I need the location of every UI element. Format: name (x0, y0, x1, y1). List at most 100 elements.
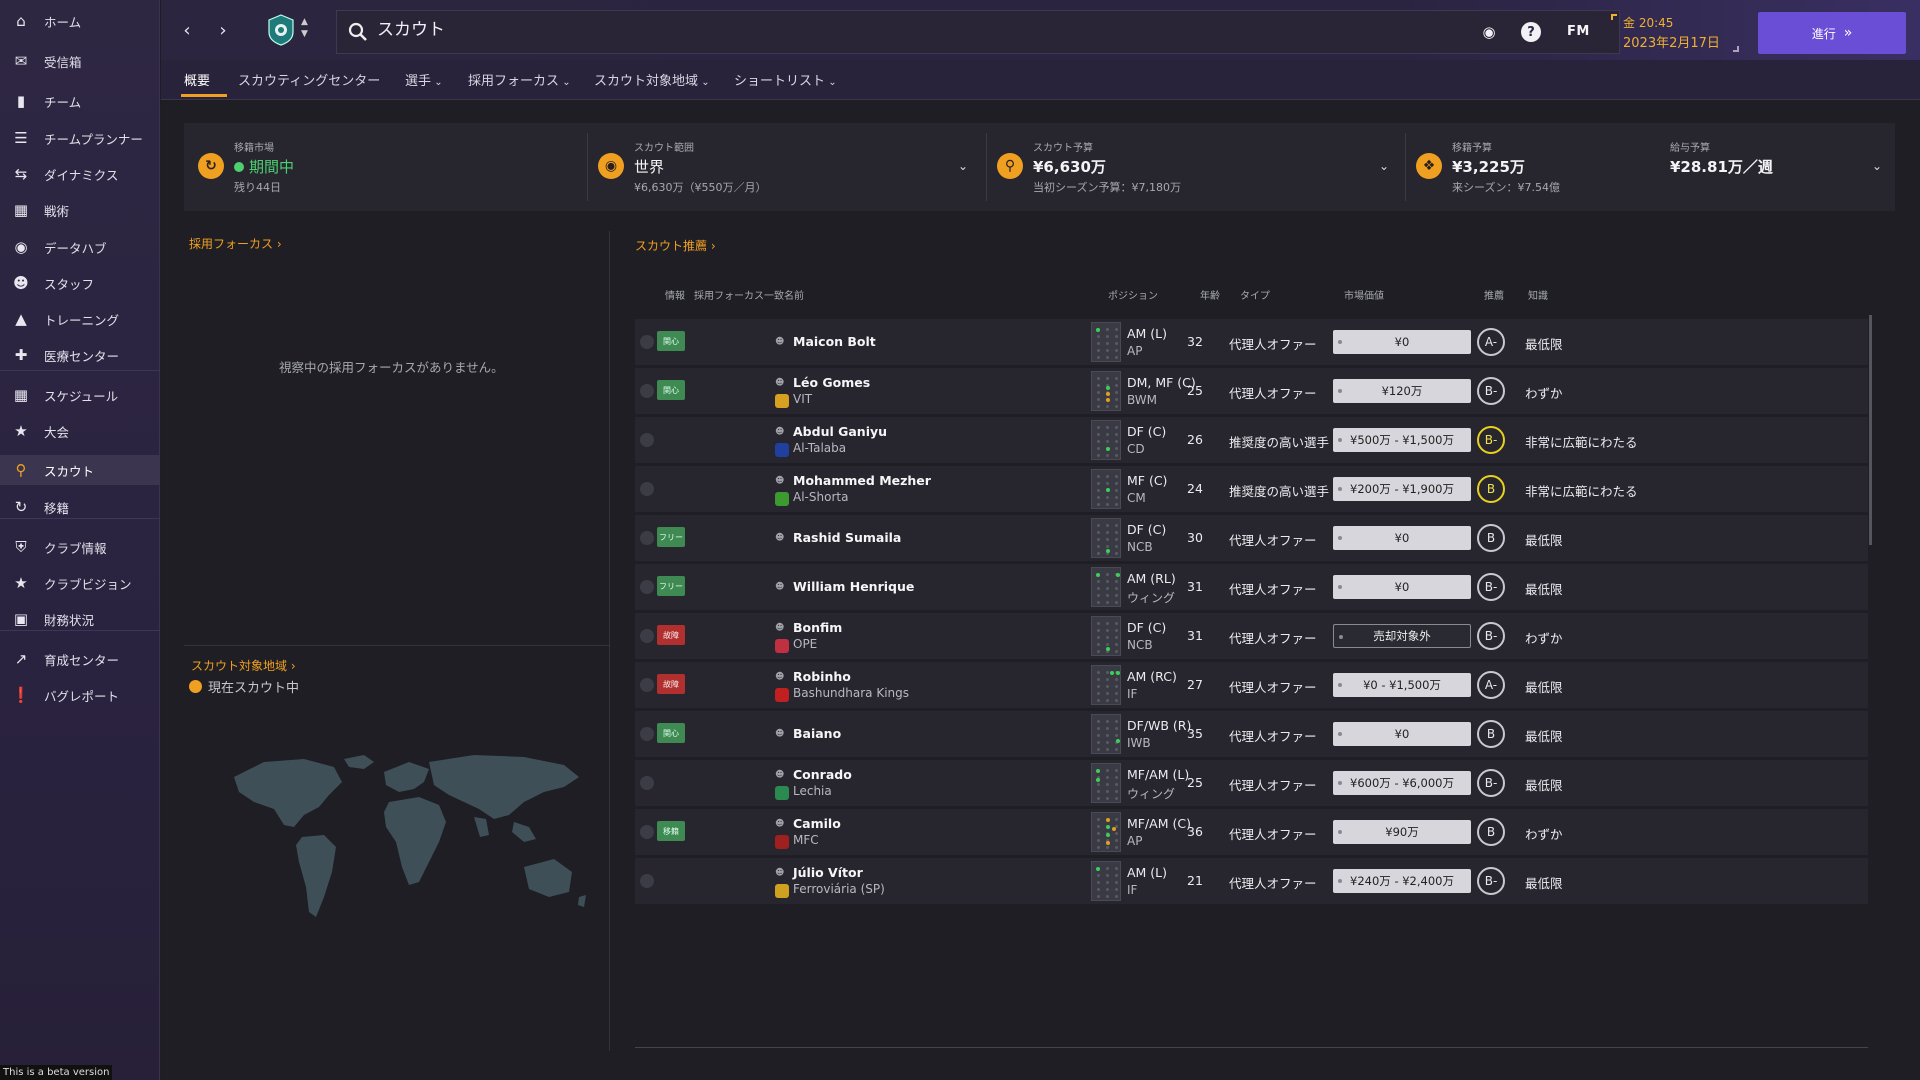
chevron-down-icon[interactable]: ⌄ (1872, 159, 1883, 173)
col-name[interactable]: 名前 (784, 291, 804, 302)
recommendation-badge[interactable]: A- (1477, 671, 1505, 699)
table-row[interactable]: ☻ Mohammed Mezher Al-Shorta MF (C) CM 24 推奨度の高… (635, 466, 1868, 512)
recommendation-badge[interactable]: B- (1477, 377, 1505, 405)
sidebar-item-medical[interactable]: ✚ 医療センター (0, 340, 160, 370)
social-button[interactable]: ◉ (1479, 22, 1499, 42)
player-name[interactable]: Mohammed Mezher (793, 473, 931, 488)
fm-menu-button[interactable]: FM (1567, 24, 1590, 39)
market-value[interactable]: ¥0 (1333, 526, 1471, 550)
recommendation-badge[interactable]: B- (1477, 867, 1505, 895)
tab-4[interactable]: スカウト対象地域 ⌄ (594, 70, 710, 89)
select-checkbox[interactable] (640, 531, 654, 545)
col-recommendation[interactable]: 推薦 (1484, 291, 1504, 302)
player-club[interactable]: Al-Shorta (793, 490, 849, 504)
help-button[interactable]: ? (1521, 22, 1541, 42)
col-value[interactable]: 市場価値 (1344, 291, 1384, 302)
player-name[interactable]: Maicon Bolt (793, 334, 876, 349)
continue-button[interactable]: 進行 » (1758, 12, 1906, 54)
recommendation-badge[interactable]: B- (1477, 573, 1505, 601)
player-name[interactable]: Bonfim (793, 620, 843, 635)
recommendation-badge[interactable]: B (1477, 720, 1505, 748)
sidebar-item-tactics[interactable]: ▦ 戦術 (0, 195, 160, 225)
market-value[interactable]: ¥200万 - ¥1,900万 (1333, 477, 1471, 501)
market-value[interactable]: ¥240万 - ¥2,400万 (1333, 869, 1471, 893)
sidebar-item-trophy[interactable]: ★ 大会 (0, 416, 160, 446)
player-name[interactable]: Abdul Ganiyu (793, 424, 888, 439)
back-button[interactable]: ‹ (175, 18, 199, 42)
player-club[interactable]: MFC (793, 833, 819, 847)
forward-button[interactable]: › (211, 18, 235, 42)
recommendation-badge[interactable]: B- (1477, 769, 1505, 797)
sidebar-item-shield[interactable]: ⛨ クラブ情報 (0, 532, 160, 562)
player-name[interactable]: Rashid Sumaila (793, 530, 902, 545)
select-checkbox[interactable] (640, 580, 654, 594)
player-name[interactable]: Conrado (793, 767, 852, 782)
table-row[interactable]: ☻ Júlio Vítor Ferroviária (SP) AM (L) IF 21 代理… (635, 858, 1868, 904)
select-checkbox[interactable] (640, 482, 654, 496)
scout-budget-cell[interactable]: ⚲ スカウト予算 ¥6,630万 当初シーズン予算：¥7,180万 ⌄ (987, 123, 1405, 211)
sidebar-item-planner[interactable]: ☰ チームプランナー (0, 123, 160, 153)
sidebar-item-training[interactable]: ▲ トレーニング (0, 304, 160, 334)
market-value[interactable]: ¥0 (1333, 575, 1471, 599)
scout-recommend-link[interactable]: スカウト推薦 › (635, 239, 716, 253)
sidebar-item-dynamics[interactable]: ⇆ ダイナミクス (0, 159, 160, 189)
table-row[interactable]: 関心 ☻ Baiano DF/WB (R) IWB 35 代理人オファー ¥0 B 最低限 (635, 711, 1868, 757)
table-row[interactable]: フリー ☻ Rashid Sumaila DF (C) NCB 30 代理人オファー ¥0 B 最… (635, 515, 1868, 561)
player-club[interactable]: OPE (793, 637, 818, 651)
club-crest-icon[interactable] (266, 14, 296, 46)
tab-0[interactable]: 概要 (184, 70, 210, 89)
tab-5[interactable]: ショートリスト ⌄ (734, 70, 837, 89)
col-focus-match[interactable]: 採用フォーカス一致 (694, 291, 784, 302)
market-value[interactable]: 売却対象外 (1333, 624, 1471, 648)
recruitment-focus-link[interactable]: 採用フォーカス › (189, 237, 282, 251)
sidebar-item-shirt[interactable]: ▮ チーム (0, 86, 160, 116)
col-info[interactable]: 情報 (665, 291, 685, 302)
select-checkbox[interactable] (640, 874, 654, 888)
tab-2[interactable]: 選手 ⌄ (405, 70, 443, 89)
col-age[interactable]: 年齢 (1200, 291, 1220, 302)
sidebar-item-bug-report[interactable]: ❗ バグレポート (0, 680, 160, 710)
select-checkbox[interactable] (640, 776, 654, 790)
recommendation-badge[interactable]: B- (1477, 622, 1505, 650)
select-checkbox[interactable] (640, 629, 654, 643)
sidebar-item-transfer[interactable]: ↻ 移籍 (0, 492, 160, 522)
table-row[interactable]: フリー ☻ William Henrique AM (RL) ウィング 31 代理人オファー… (635, 564, 1868, 610)
sidebar-item-datahub[interactable]: ◉ データハブ (0, 232, 160, 262)
player-club[interactable]: Bashundhara Kings (793, 686, 910, 700)
market-value[interactable]: ¥120万 (1333, 379, 1471, 403)
transfer-budget-cell[interactable]: ❖ 移籍予算 ¥3,225万 来シーズン：¥7.54億 給与予算 ¥28.81万… (1406, 123, 1895, 211)
sidebar-item-development[interactable]: ↗ 育成センター (0, 644, 160, 674)
club-switch-button[interactable]: ▲ ▼ (301, 16, 313, 40)
select-checkbox[interactable] (640, 335, 654, 349)
player-name[interactable]: Baiano (793, 726, 842, 741)
search-bar[interactable]: スカウト (336, 10, 1620, 54)
table-row[interactable]: ☻ Abdul Ganiyu Al-Talaba DF (C) CD 26 推奨度の高い選手… (635, 417, 1868, 463)
select-checkbox[interactable] (640, 678, 654, 692)
chevron-down-icon[interactable]: ⌄ (958, 159, 969, 173)
market-value[interactable]: ¥500万 - ¥1,500万 (1333, 428, 1471, 452)
recommendation-badge[interactable]: B (1477, 818, 1505, 846)
player-club[interactable]: Al-Talaba (793, 441, 847, 455)
col-position[interactable]: ポジション (1108, 291, 1158, 302)
col-knowledge[interactable]: 知識 (1528, 291, 1548, 302)
sidebar-item-vision[interactable]: ★ クラブビジョン (0, 568, 160, 598)
scout-regions-link[interactable]: スカウト対象地域 › (191, 659, 296, 673)
market-value[interactable]: ¥0 - ¥1,500万 (1333, 673, 1471, 697)
table-row[interactable]: ☻ Conrado Lechia MF/AM (L) ウィング 25 代理人オファー ¥600… (635, 760, 1868, 806)
recommendation-badge[interactable]: B- (1477, 426, 1505, 454)
tab-3[interactable]: 採用フォーカス ⌄ (468, 70, 571, 89)
table-row[interactable]: 故障 ☻ Robinho Bashundhara Kings AM (RC) IF 27 代理… (635, 662, 1868, 708)
sidebar-item-staff[interactable]: ☻ スタッフ (0, 268, 160, 298)
scout-range-cell[interactable]: ◉ スカウト範囲 世界 ¥6,630万（¥550万／月） ⌄ (588, 123, 986, 211)
table-row[interactable]: 移籍 ☻ Camilo MFC MF/AM (C) AP 36 代理人オファー ¥90万 B わずか (635, 809, 1868, 855)
market-value[interactable]: ¥0 (1333, 722, 1471, 746)
col-type[interactable]: タイプ (1240, 291, 1270, 302)
sidebar-item-home[interactable]: ⌂ ホーム (0, 6, 160, 36)
player-name[interactable]: William Henrique (793, 579, 915, 594)
sidebar-item-scout[interactable]: ⚲ スカウト (0, 455, 160, 485)
market-value[interactable]: ¥90万 (1333, 820, 1471, 844)
select-checkbox[interactable] (640, 727, 654, 741)
player-club[interactable]: VIT (793, 392, 813, 406)
world-map[interactable] (224, 747, 594, 947)
player-club[interactable]: Lechia (793, 784, 832, 798)
